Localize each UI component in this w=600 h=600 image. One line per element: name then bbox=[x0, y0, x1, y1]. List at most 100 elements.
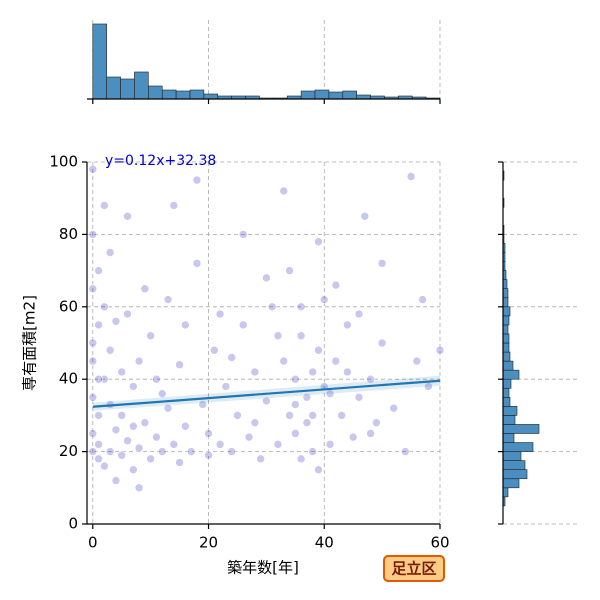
scatter-point bbox=[238, 230, 248, 239]
scatter-point bbox=[186, 447, 196, 456]
scatter-point bbox=[204, 450, 213, 460]
histogram-bar bbox=[328, 91, 344, 100]
scatter-point bbox=[377, 259, 387, 268]
histogram-bar bbox=[502, 369, 520, 380]
y-tick-label: 80 bbox=[59, 225, 78, 243]
scatter-point bbox=[94, 320, 103, 330]
scatter-point bbox=[128, 465, 138, 475]
scatter-point bbox=[88, 284, 98, 294]
scatter-point bbox=[250, 367, 260, 377]
scatter-point bbox=[302, 418, 312, 427]
scatter-point bbox=[100, 461, 109, 471]
histogram-bar bbox=[92, 23, 107, 100]
scatter-point bbox=[366, 429, 375, 438]
scatter-point bbox=[331, 356, 341, 366]
scatter-point bbox=[111, 425, 121, 435]
histogram-bar bbox=[502, 297, 509, 308]
scatter-point bbox=[128, 382, 138, 391]
x-tick-label: 40 bbox=[315, 534, 334, 552]
scatter-point bbox=[291, 400, 300, 409]
scatter-point bbox=[372, 418, 381, 427]
scatter-point bbox=[192, 175, 202, 185]
scatter-point bbox=[267, 302, 277, 312]
histogram-bar bbox=[502, 415, 516, 425]
scatter-point bbox=[314, 465, 323, 475]
scatter-point bbox=[279, 356, 289, 366]
histogram-bar bbox=[502, 424, 540, 434]
histogram-bar bbox=[502, 487, 509, 498]
scatter-point bbox=[256, 454, 265, 464]
scatter-point bbox=[181, 421, 190, 431]
scatter-point bbox=[291, 374, 300, 384]
scatter-point bbox=[123, 436, 132, 446]
x-axis-label: 築年数[年] bbox=[227, 559, 299, 577]
scatter-point bbox=[198, 400, 208, 409]
scatter-point bbox=[343, 320, 352, 330]
scatter-point bbox=[111, 476, 121, 485]
scatter-point bbox=[157, 447, 167, 456]
scatter-point bbox=[88, 230, 98, 239]
scatter-point bbox=[175, 360, 184, 370]
scatter-point bbox=[94, 374, 103, 384]
scatter-point bbox=[88, 338, 98, 348]
scatter-point bbox=[94, 411, 103, 420]
scatter-point bbox=[181, 320, 190, 330]
scatter-point bbox=[94, 454, 103, 464]
scatter-point bbox=[100, 302, 109, 312]
scatter-point bbox=[296, 302, 306, 312]
scatter-point bbox=[204, 429, 213, 438]
scatter-point bbox=[140, 418, 150, 427]
scatter-point bbox=[279, 186, 289, 196]
fit-line bbox=[92, 379, 441, 408]
scatter-point bbox=[273, 331, 283, 341]
histogram-bar bbox=[342, 90, 357, 100]
scatter-point bbox=[210, 345, 219, 355]
scatter-point bbox=[273, 440, 283, 449]
scatter-point bbox=[123, 212, 132, 221]
histogram-bar bbox=[203, 93, 219, 100]
histogram-bar bbox=[106, 76, 121, 100]
scatter-point bbox=[117, 367, 127, 377]
scatter-point bbox=[215, 440, 225, 449]
scatter-point bbox=[134, 443, 144, 453]
histogram-bar bbox=[502, 442, 534, 452]
scatter-point bbox=[296, 331, 306, 341]
fit-annotation: y=0.12x+32.38 bbox=[105, 153, 216, 169]
scatter-point bbox=[105, 248, 115, 257]
scatter-point bbox=[157, 389, 167, 398]
scatter-point bbox=[285, 411, 294, 420]
scatter-point bbox=[175, 458, 184, 467]
scatter-point bbox=[215, 309, 225, 319]
scatter-point bbox=[366, 374, 375, 384]
histogram-bar bbox=[189, 89, 205, 100]
scatter-point bbox=[331, 280, 341, 290]
histogram-bar bbox=[502, 342, 510, 353]
scatter-point bbox=[94, 440, 103, 449]
x-tick-label: 0 bbox=[88, 534, 98, 552]
scatter-point bbox=[88, 356, 98, 366]
scatter-point bbox=[262, 396, 271, 406]
histogram-bar bbox=[502, 360, 514, 371]
scatter-point bbox=[169, 201, 179, 210]
scatter-point bbox=[163, 295, 173, 304]
scatter-point bbox=[343, 367, 352, 377]
histogram-bar bbox=[161, 89, 177, 100]
y-tick-label: 40 bbox=[59, 370, 78, 388]
histogram-bar bbox=[300, 90, 316, 100]
histogram-bar bbox=[502, 387, 510, 398]
scatter-point bbox=[377, 338, 387, 348]
scatter-point bbox=[227, 353, 236, 362]
scatter-point bbox=[412, 356, 422, 366]
histogram-bar bbox=[502, 406, 518, 416]
scatter-point bbox=[354, 392, 364, 402]
y-tick-label: 100 bbox=[49, 153, 78, 171]
scatter-point bbox=[88, 447, 98, 456]
histogram-bar bbox=[175, 90, 191, 100]
scatter-point bbox=[117, 450, 127, 460]
scatter-point bbox=[88, 392, 98, 402]
histogram-bar bbox=[502, 351, 511, 362]
scatter-point bbox=[111, 316, 121, 326]
scatter-point bbox=[418, 295, 427, 304]
y-axis-label: 専有面積[m2] bbox=[21, 295, 39, 391]
